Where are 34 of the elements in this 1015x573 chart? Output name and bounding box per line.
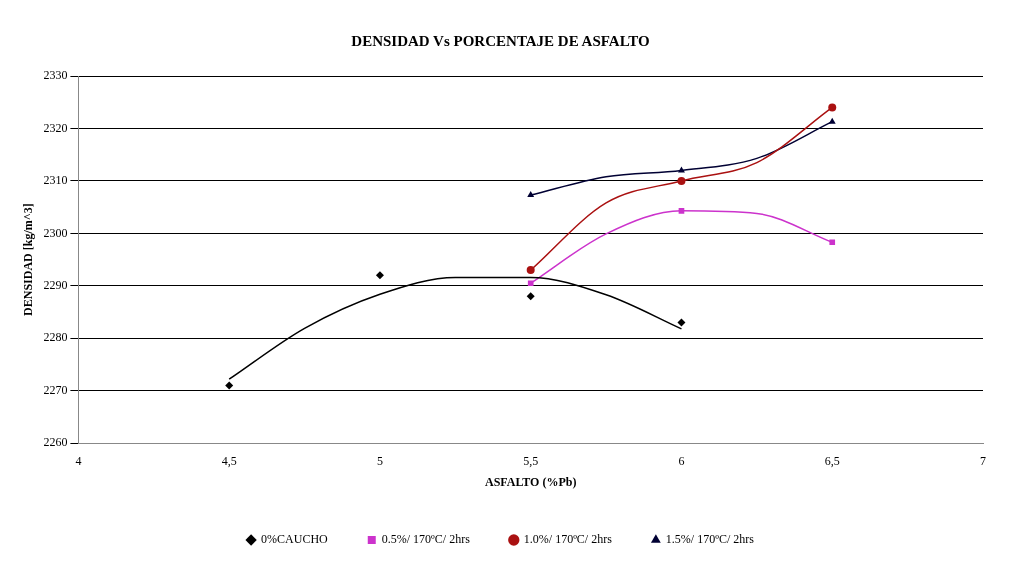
y-tick-label: 2310 bbox=[43, 173, 68, 188]
x-tick-label: 5 bbox=[376, 453, 383, 468]
point bbox=[225, 381, 234, 390]
legend-label: 0%CAUCHO bbox=[261, 532, 329, 547]
point bbox=[526, 292, 535, 301]
x-tick-label: 6,5 bbox=[824, 453, 840, 468]
y-tick-label: 2300 bbox=[43, 225, 68, 240]
y-tick-label: 2330 bbox=[43, 68, 68, 83]
legend-label: 1.0%/ 170ºC/ 2hrs bbox=[523, 532, 613, 547]
x-tick-label: 4,5 bbox=[221, 453, 237, 468]
x-tick-label: 6 bbox=[678, 453, 685, 468]
point bbox=[375, 271, 384, 280]
point bbox=[828, 117, 836, 124]
x-tick-label: 5,5 bbox=[523, 453, 539, 468]
point bbox=[678, 207, 685, 214]
y-tick-label: 2290 bbox=[43, 277, 68, 292]
point bbox=[828, 103, 837, 112]
point bbox=[677, 318, 686, 327]
point bbox=[527, 191, 535, 198]
y-tick-label: 2280 bbox=[43, 330, 68, 345]
x-axis-title: ASFALTO (%Pb) bbox=[484, 474, 577, 489]
point bbox=[526, 266, 535, 275]
legend-label: 0.5%/ 170ºC/ 2hrs bbox=[381, 532, 471, 547]
legend-label: 1.5%/ 170ºC/ 2hrs bbox=[665, 532, 755, 547]
y-tick-label: 2320 bbox=[43, 120, 68, 135]
chart-title: DENSIDAD Vs PORCENTAJE DE ASFALTO bbox=[351, 32, 650, 49]
y-tick-label: 2260 bbox=[43, 435, 68, 450]
point bbox=[829, 239, 836, 246]
x-tick-label: 4 bbox=[75, 453, 82, 468]
point bbox=[527, 280, 534, 287]
y-axis-title: DENSIDAD [kg/m^3] bbox=[21, 203, 36, 316]
point bbox=[677, 176, 686, 185]
y-tick-label: 2270 bbox=[43, 382, 68, 397]
x-tick-label: 7 bbox=[980, 453, 986, 468]
